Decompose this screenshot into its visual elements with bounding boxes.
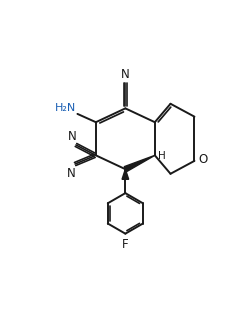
Polygon shape: [122, 169, 129, 179]
Polygon shape: [124, 155, 155, 172]
Text: F: F: [122, 238, 129, 251]
Text: O: O: [198, 153, 208, 166]
Text: N: N: [67, 130, 76, 143]
Text: H: H: [158, 151, 166, 161]
Text: N: N: [121, 68, 130, 81]
Text: H₂N: H₂N: [55, 103, 76, 113]
Text: N: N: [67, 168, 75, 181]
